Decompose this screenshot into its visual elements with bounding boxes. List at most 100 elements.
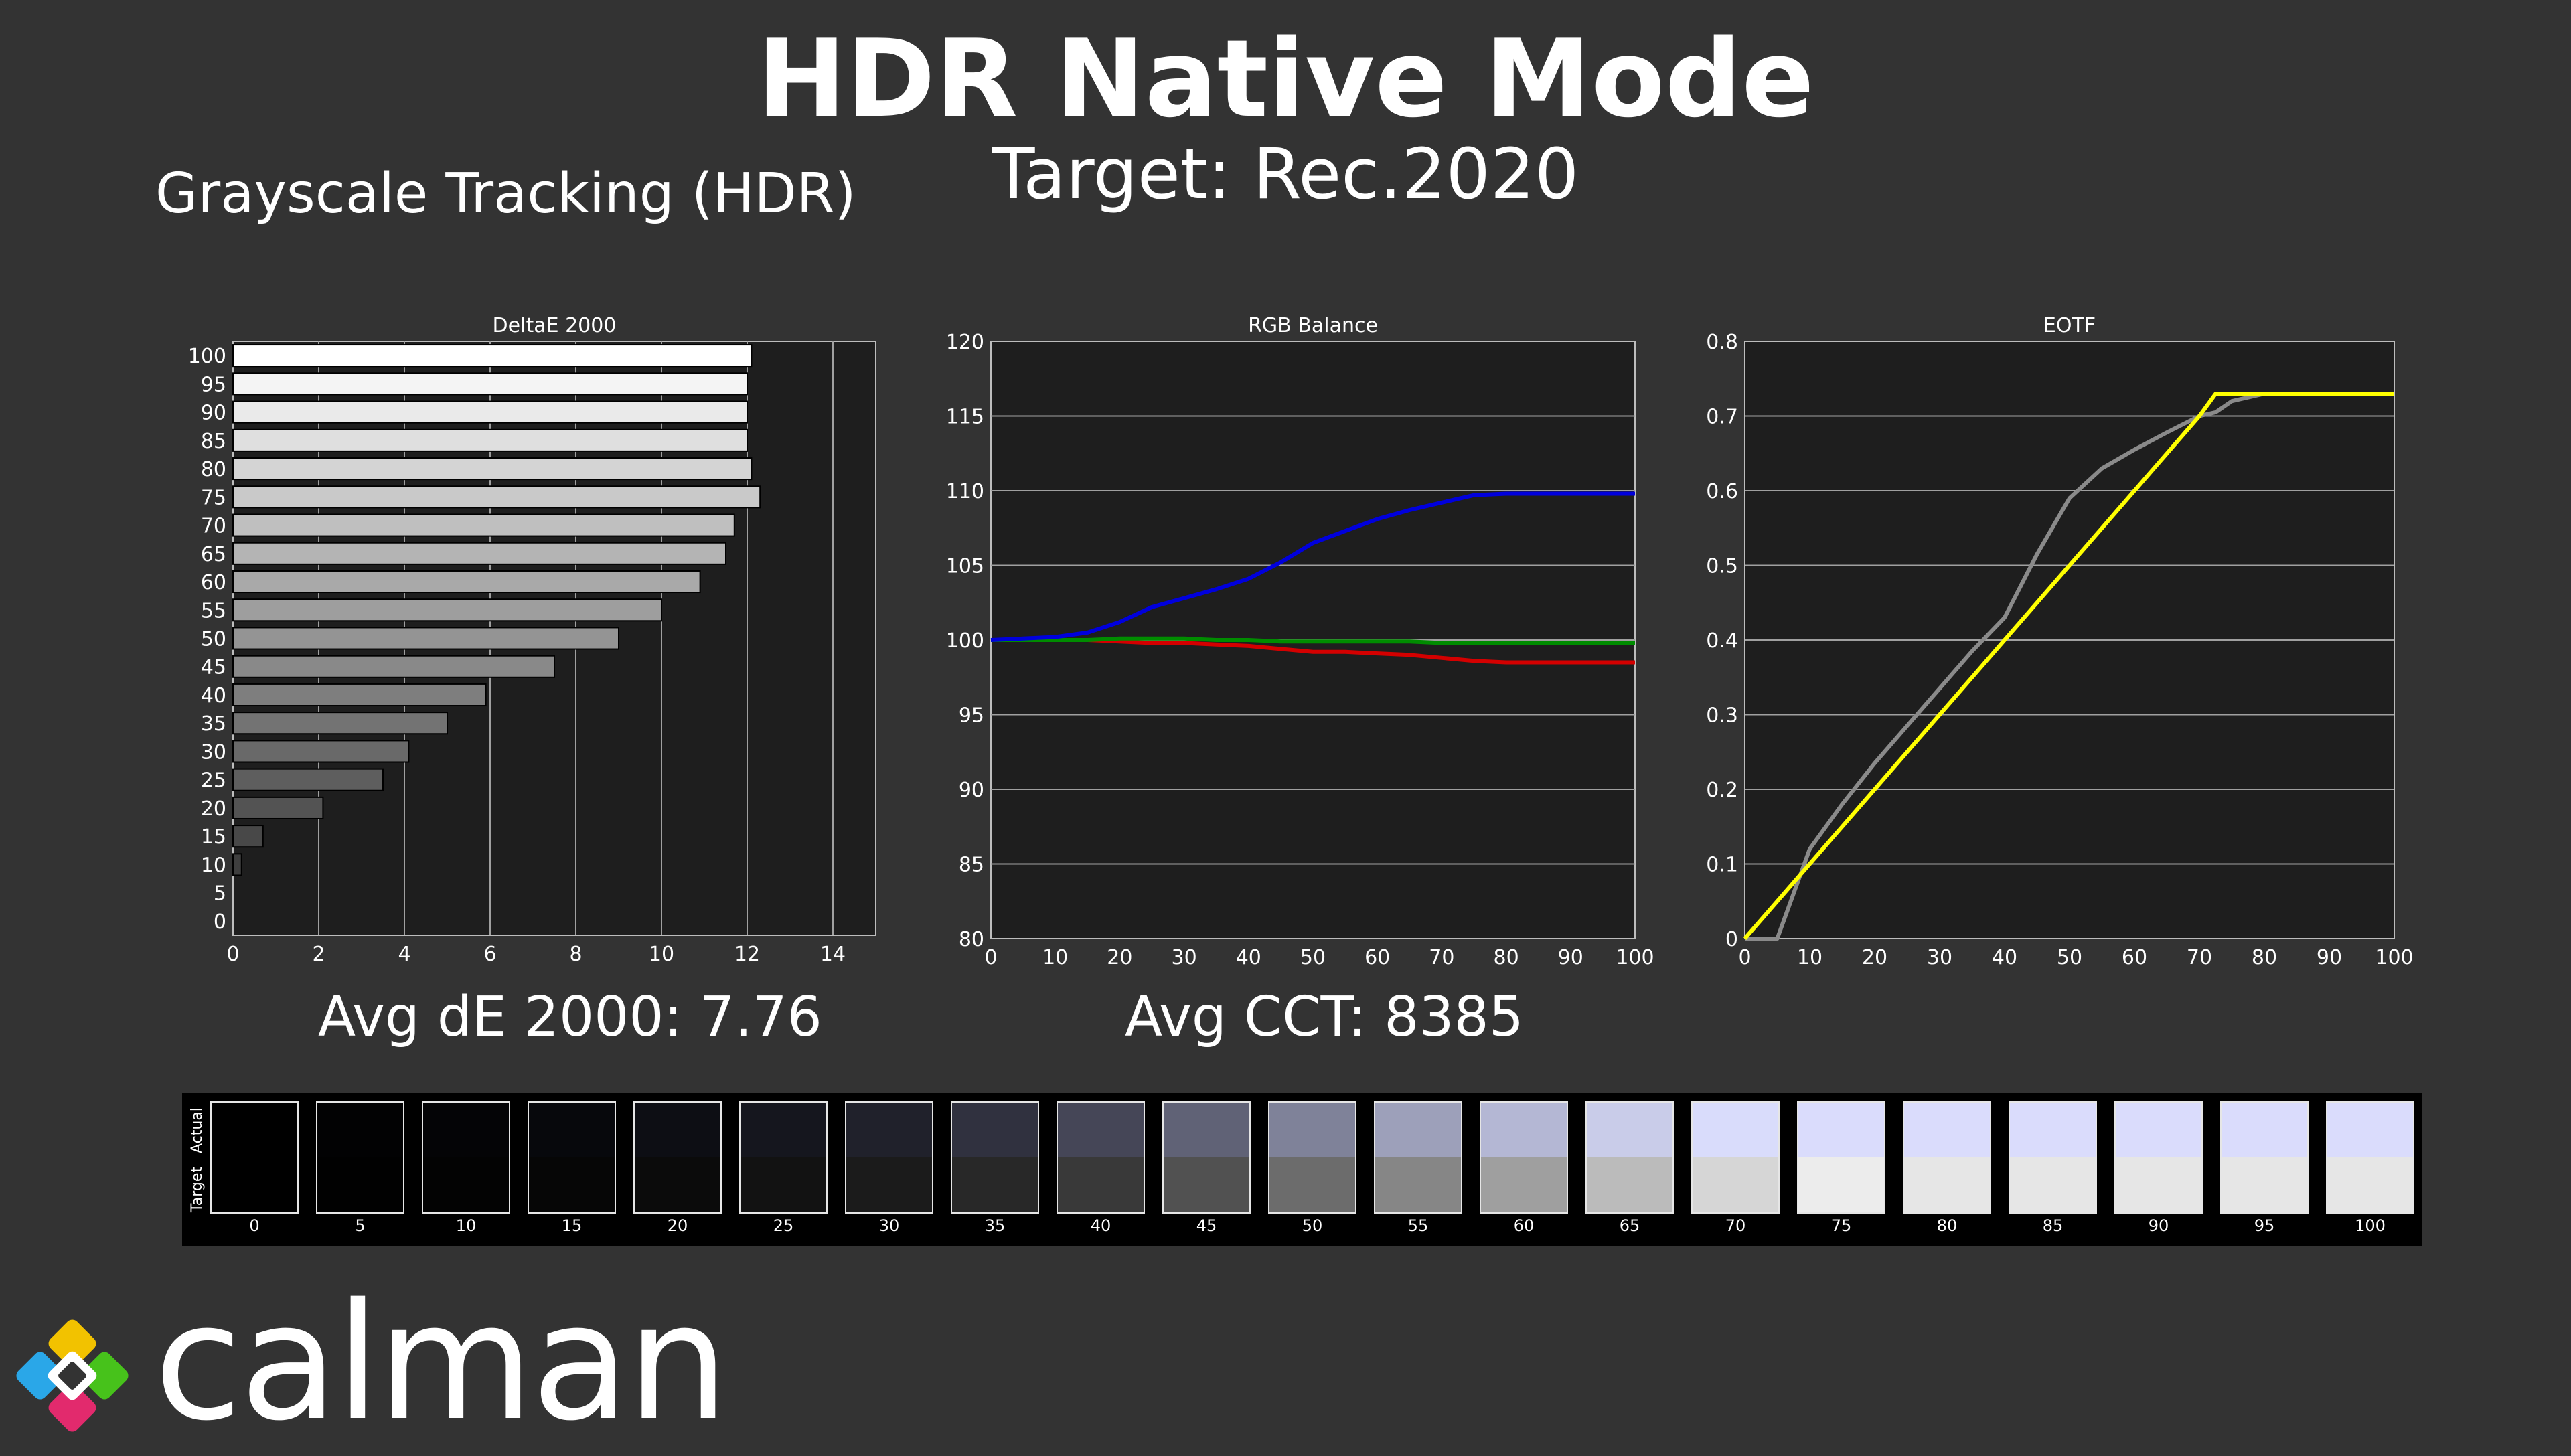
bar	[232, 627, 619, 650]
x-tick-label: 20	[1862, 946, 1887, 969]
bar	[232, 513, 735, 537]
y-tick-label: 85	[959, 854, 984, 877]
swatch-actual	[529, 1103, 615, 1157]
bar	[232, 740, 410, 763]
swatch-actual	[2116, 1103, 2201, 1157]
swatch-target	[1587, 1157, 1672, 1212]
bar	[232, 796, 324, 819]
swatch-15	[528, 1101, 616, 1214]
bar	[232, 372, 748, 396]
y-tick-label: 50	[201, 628, 226, 651]
x-tick-label: 70	[1429, 946, 1454, 969]
swatch-label: 45	[1196, 1216, 1217, 1235]
swatch-label: 80	[1936, 1216, 1958, 1235]
y-tick-label: 35	[201, 712, 226, 736]
chart-title: EOTF	[2043, 314, 2096, 337]
page-title: HDR Native Mode	[757, 16, 1814, 141]
bar	[232, 344, 753, 368]
x-tick-label: 50	[2057, 946, 2082, 969]
y-tick-label: 40	[201, 684, 226, 708]
swatch-label: 75	[1830, 1216, 1852, 1235]
swatch-40	[1057, 1101, 1145, 1214]
target-row-label: Target	[189, 1166, 206, 1212]
swatch-target	[2327, 1157, 2413, 1212]
x-tick-label: 4	[398, 943, 410, 966]
swatch-target	[1481, 1157, 1567, 1212]
series-line-1	[1743, 392, 2394, 940]
y-tick-label: 0	[1725, 928, 1738, 951]
x-tick-label: 10	[1042, 946, 1068, 969]
swatch-target	[1269, 1157, 1355, 1212]
y-tick-label: 0.2	[1706, 779, 1738, 802]
bar	[232, 457, 753, 481]
swatch-target	[1375, 1157, 1461, 1212]
x-tick-label: 0	[1738, 946, 1751, 969]
swatch-25	[739, 1101, 828, 1214]
swatch-85	[2009, 1101, 2097, 1214]
x-tick-label: 10	[1797, 946, 1822, 969]
swatch-0	[210, 1101, 299, 1214]
bar	[232, 853, 242, 876]
chart-title: DeltaE 2000	[493, 314, 617, 337]
series-line-2	[990, 491, 1635, 642]
x-tick-label: 0	[984, 946, 997, 969]
swatch-label: 0	[249, 1216, 260, 1235]
bar	[232, 542, 726, 565]
swatch-actual	[1164, 1103, 1249, 1157]
swatch-actual	[2222, 1103, 2307, 1157]
y-tick-label: 95	[959, 704, 984, 728]
swatch-label: 25	[773, 1216, 794, 1235]
y-tick-label: 0.5	[1706, 555, 1738, 578]
swatch-label: 5	[355, 1216, 366, 1235]
swatch-target	[2010, 1157, 2096, 1212]
swatch-55	[1374, 1101, 1462, 1214]
x-tick-label: 8	[569, 943, 582, 966]
swatch-label: 30	[878, 1216, 900, 1235]
swatch-label: 10	[455, 1216, 477, 1235]
y-tick-label: 95	[201, 373, 226, 396]
swatch-actual	[1481, 1103, 1567, 1157]
x-tick-label: 100	[2375, 946, 2413, 969]
x-tick-label: 12	[734, 943, 760, 966]
swatch-target	[1058, 1157, 1144, 1212]
calman-logo-icon	[16, 1319, 129, 1432]
swatch-50	[1268, 1101, 1356, 1214]
swatch-45	[1162, 1101, 1251, 1214]
y-tick-label: 20	[201, 797, 226, 821]
bar	[232, 598, 662, 622]
swatch-actual	[1693, 1103, 1778, 1157]
y-tick-label: 10	[201, 854, 226, 877]
swatch-5	[316, 1101, 404, 1214]
avg-cct-readout: Avg CCT: 8385	[1125, 985, 1524, 1049]
swatch-label: 65	[1619, 1216, 1640, 1235]
swatch-target	[1693, 1157, 1778, 1212]
x-tick-label: 90	[1558, 946, 1583, 969]
y-tick-label: 65	[201, 543, 226, 566]
y-tick-label: 90	[959, 779, 984, 802]
swatch-target	[1798, 1157, 1884, 1212]
x-tick-label: 20	[1107, 946, 1132, 969]
y-tick-label: 0.4	[1706, 629, 1738, 653]
y-tick-label: 55	[201, 599, 226, 623]
y-tick-label: 80	[201, 458, 226, 481]
x-tick-label: 30	[1927, 946, 1952, 969]
bar	[232, 825, 264, 848]
swatch-label: 70	[1725, 1216, 1746, 1235]
swatch-actual	[1058, 1103, 1144, 1157]
y-tick-label: 45	[201, 656, 226, 679]
swatch-actual	[741, 1103, 826, 1157]
y-tick-label: 120	[946, 331, 984, 354]
swatch-actual	[423, 1103, 509, 1157]
x-tick-label: 80	[1494, 946, 1519, 969]
swatch-label: 40	[1090, 1216, 1111, 1235]
swatch-label: 15	[561, 1216, 582, 1235]
swatch-actual	[2327, 1103, 2413, 1157]
bar	[232, 683, 487, 707]
swatch-label: 20	[667, 1216, 688, 1235]
swatch-target	[741, 1157, 826, 1212]
swatch-target	[212, 1157, 297, 1212]
bar	[232, 400, 748, 424]
y-tick-label: 0	[214, 910, 226, 934]
swatch-actual	[635, 1103, 720, 1157]
